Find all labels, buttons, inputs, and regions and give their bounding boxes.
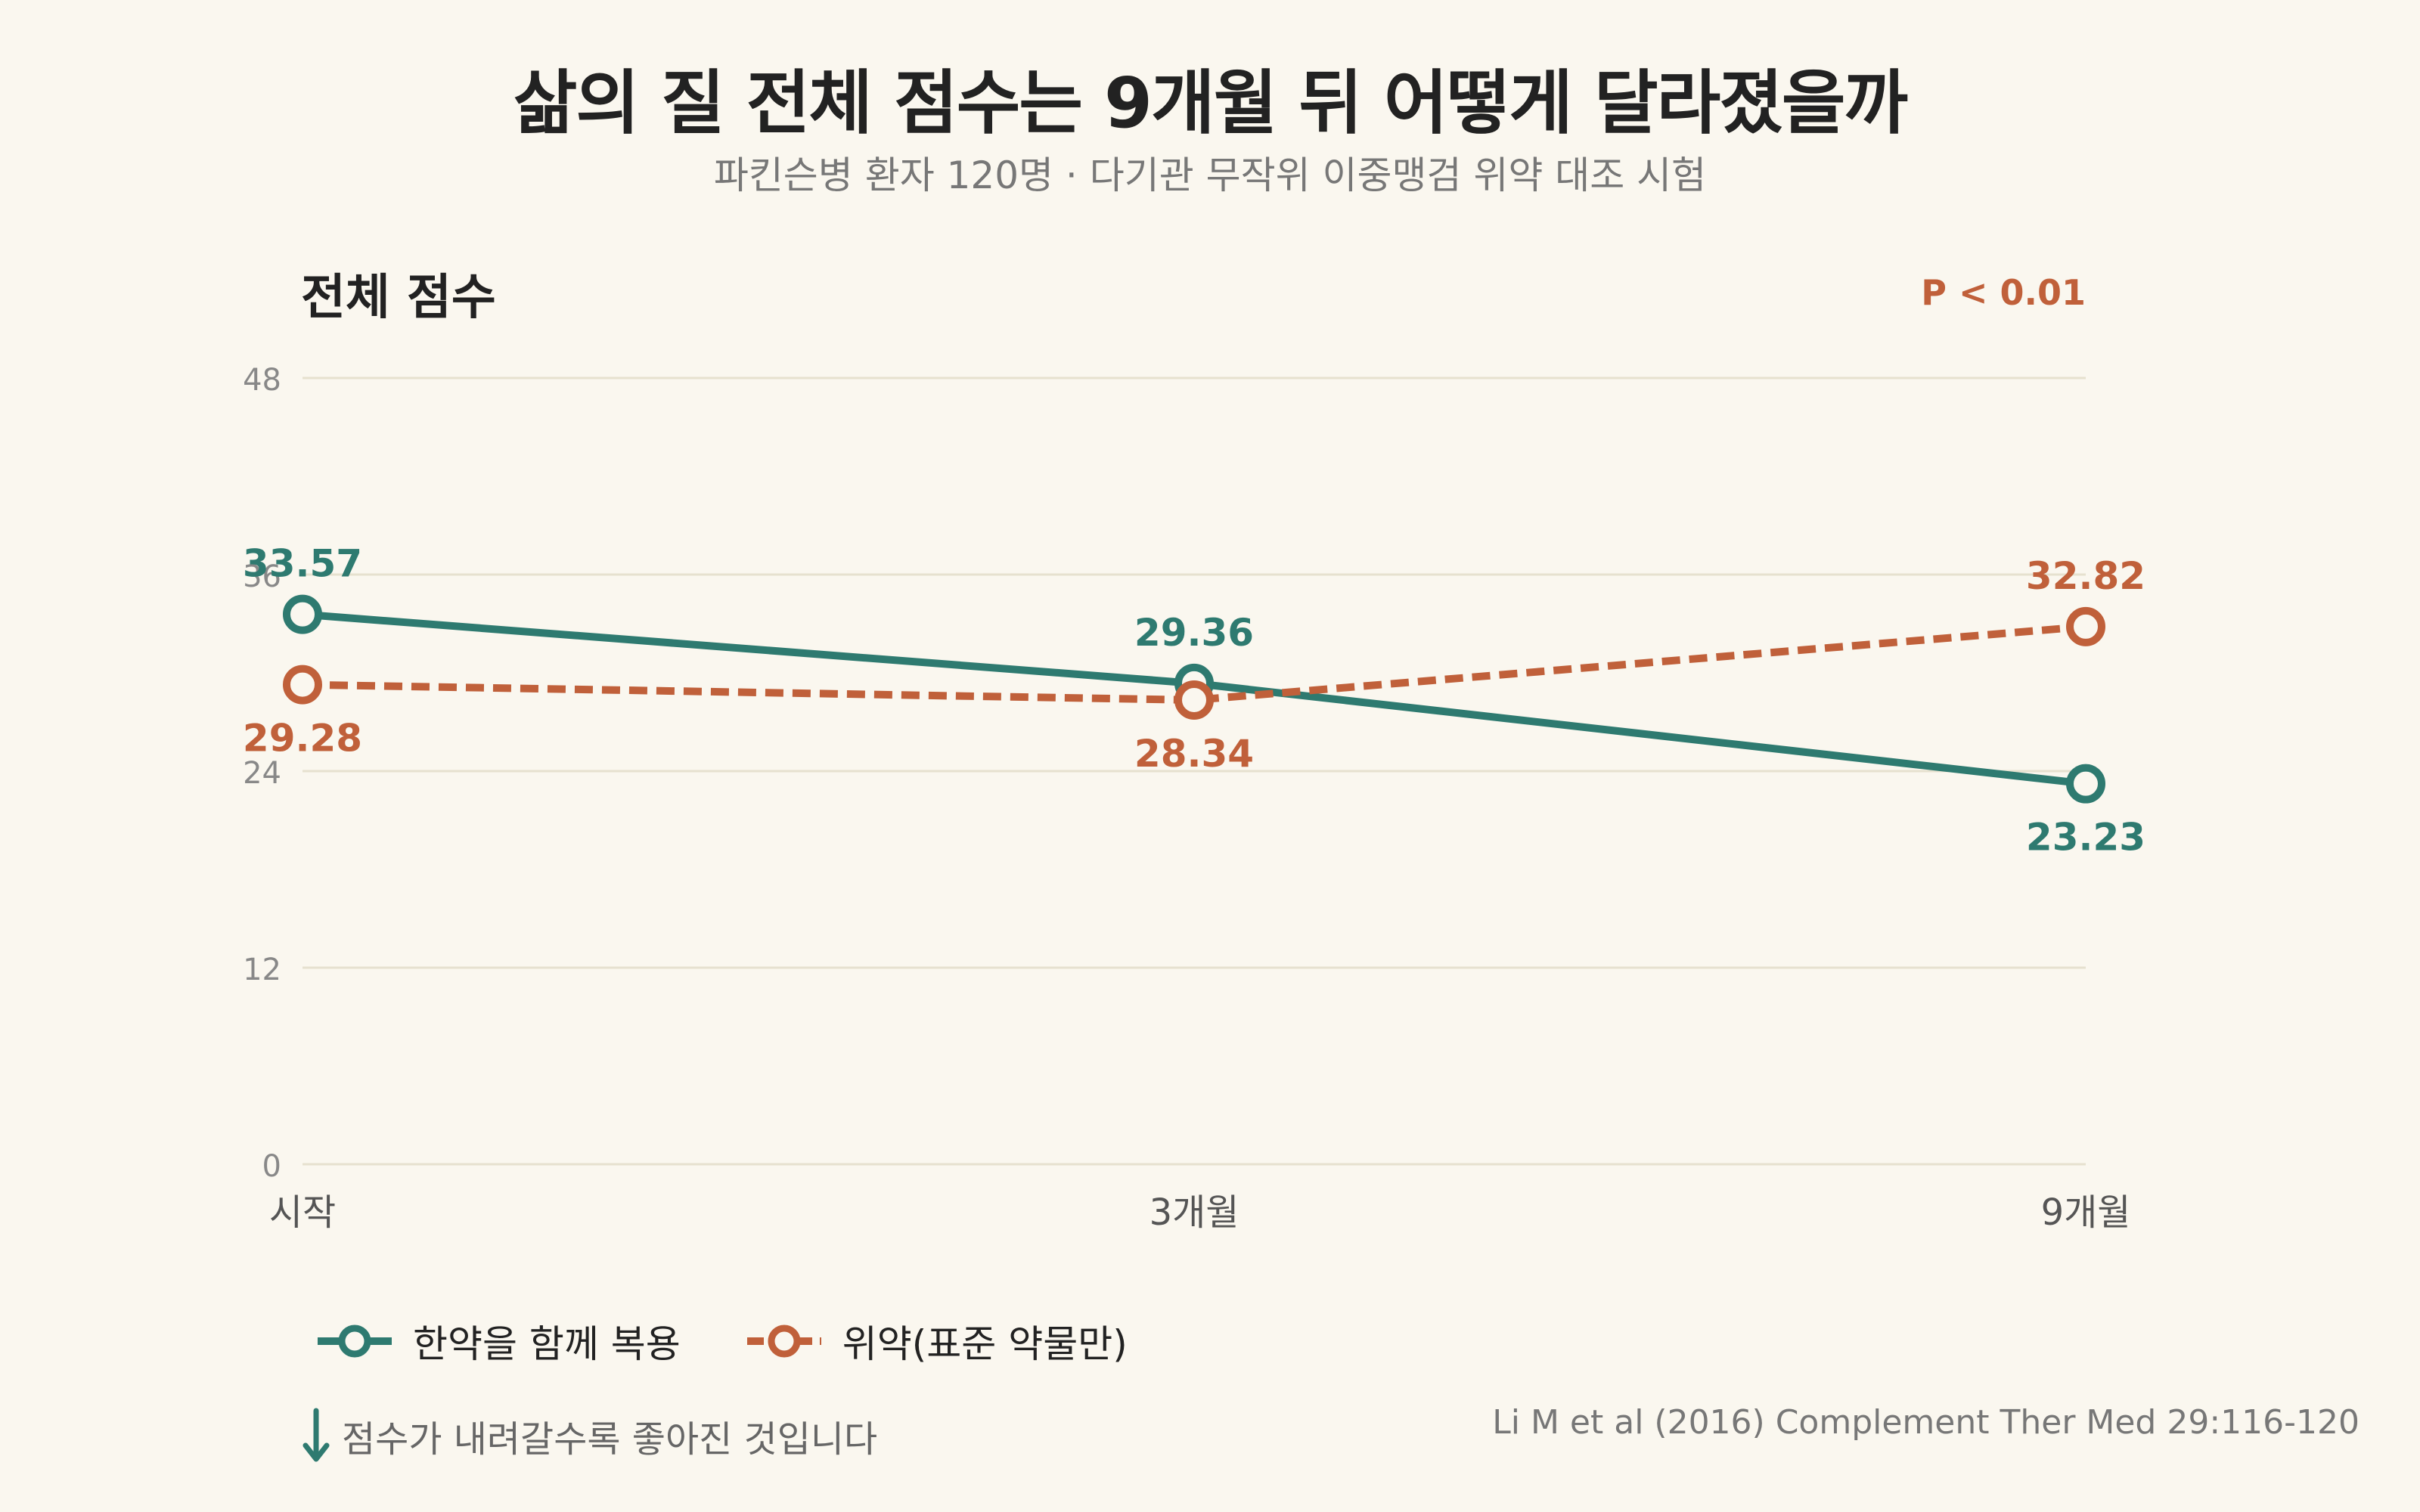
legend-label-placebo: 위약(표준 약물만)	[842, 1322, 1128, 1366]
source-citation: Li M et al (2016) Complement Ther Med 29…	[1492, 1403, 2360, 1442]
data-point	[283, 665, 322, 705]
data-point	[2066, 764, 2105, 804]
legend-label-herbal: 한약을 함께 복용	[413, 1322, 681, 1366]
line-chart: 0 12 24 36 48 시작 3개월 9개월 33.57 29.36 23.23 29.28 28.…	[243, 363, 2145, 1234]
y-tick-label: 36	[243, 559, 281, 594]
legend-item-placebo: 위약(표준 약물만)	[746, 1314, 1128, 1368]
data-label: 33.57	[243, 542, 362, 586]
direction-note: 점수가 내려갈수록 좋아진 것입니다	[301, 1408, 877, 1464]
y-tick-label: 48	[243, 363, 281, 398]
arrow-down-icon	[302, 1408, 330, 1462]
p-value-annotation: P < 0.01	[1921, 272, 2086, 313]
x-tick-label: 9개월	[2041, 1191, 2131, 1234]
data-point	[283, 594, 322, 634]
data-label: 32.82	[2026, 554, 2145, 598]
chart-title: 삶의 질 전체 점수는 9개월 뒤 어떻게 달라졌을까	[513, 63, 1908, 144]
data-label: 28.34	[1134, 732, 1254, 776]
legend-item-herbal: 한약을 함께 복용	[316, 1314, 681, 1368]
data-label: 29.28	[243, 717, 362, 761]
series-line-1	[302, 622, 2086, 704]
legend-swatch-placebo	[746, 1325, 821, 1358]
data-label: 29.36	[1134, 611, 1254, 655]
panel-title: 전체 점수	[301, 270, 496, 326]
y-tick-label: 24	[243, 756, 281, 791]
x-tick-label: 3개월	[1150, 1191, 1239, 1234]
data-point	[2066, 606, 2105, 646]
x-tick-label: 시작	[269, 1191, 336, 1234]
data-label: 23.23	[2026, 816, 2145, 860]
legend: 한약을 함께 복용 위약(표준 약물만)	[316, 1314, 1193, 1368]
y-tick-label: 12	[243, 953, 281, 987]
y-tick-label: 0	[262, 1149, 281, 1184]
direction-note-text: 점수가 내려갈수록 좋아진 것입니다	[342, 1418, 878, 1461]
chart-subtitle: 파킨슨병 환자 120명 · 다기관 무작위 이중맹검 위약 대조 시험	[713, 153, 1707, 197]
data-point	[1174, 680, 1214, 720]
legend-swatch-herbal	[318, 1325, 392, 1358]
